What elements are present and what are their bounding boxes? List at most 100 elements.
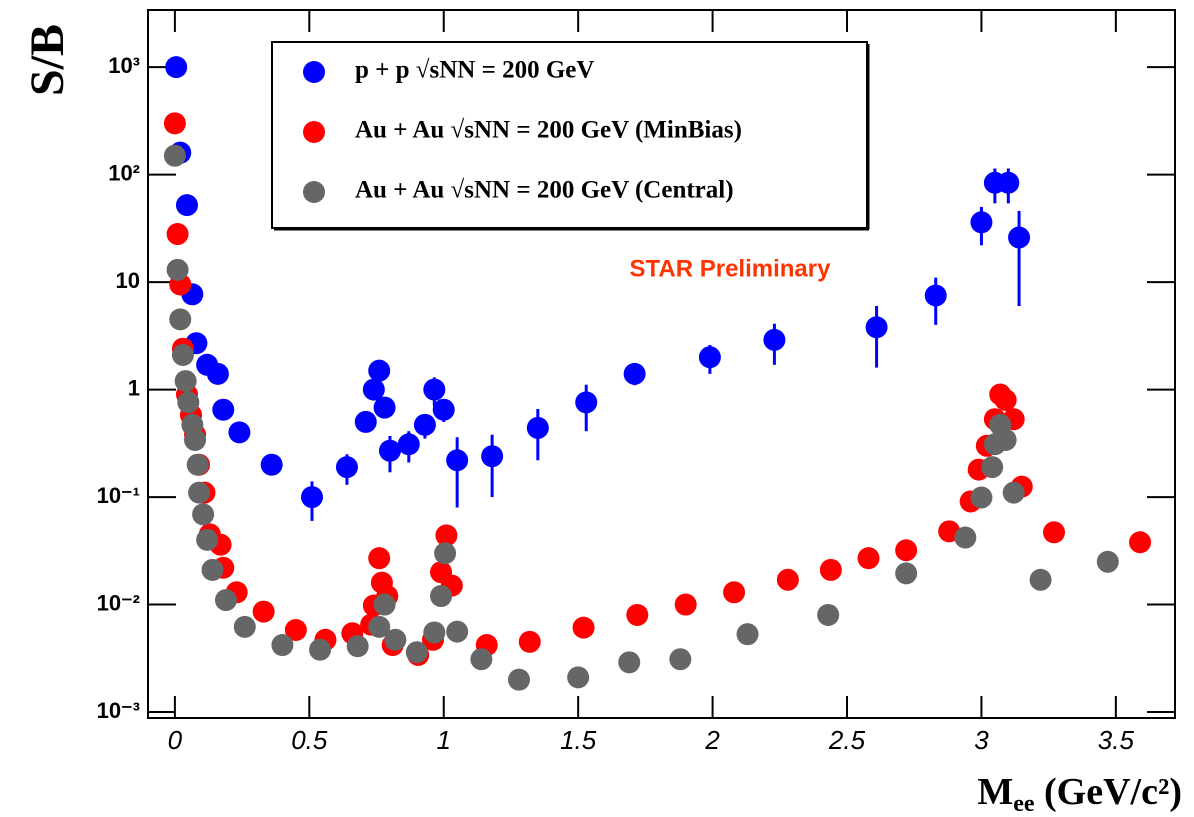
data-point [481, 445, 504, 468]
data-point [405, 641, 428, 664]
data-point [174, 370, 197, 393]
x-tick-label: 0.5 [291, 725, 328, 755]
x-tick-label: 1 [436, 725, 450, 755]
data-point [981, 456, 1004, 479]
data-point [723, 581, 746, 604]
data-point [1096, 550, 1119, 573]
data-point [518, 630, 541, 653]
data-point [346, 635, 369, 658]
data-point [434, 542, 457, 565]
data-point [1029, 568, 1052, 591]
data-point [169, 308, 192, 331]
y-tick-label: 10³ [108, 53, 140, 78]
data-point [567, 666, 590, 689]
data-point [817, 603, 840, 626]
legend-box [271, 41, 868, 229]
y-tick-label: 10⁻² [97, 590, 140, 615]
data-point [373, 593, 396, 616]
data-point [368, 615, 391, 638]
data-point [284, 618, 307, 641]
data-point [432, 398, 455, 421]
data-point [397, 433, 420, 456]
data-point [994, 428, 1017, 451]
data-point [196, 528, 219, 551]
data-point [446, 620, 469, 643]
x-tick-label: 2.5 [828, 725, 866, 755]
y-tick-label: 10⁻¹ [97, 483, 140, 508]
data-point [233, 615, 256, 638]
y-tick-label: 1 [128, 375, 140, 400]
x-label-part: M [977, 771, 1013, 813]
data-point [865, 316, 888, 339]
data-point [1043, 521, 1066, 544]
legend-marker [303, 121, 325, 143]
data-point [526, 416, 549, 439]
x-label-part: (GeV/c²) [1035, 771, 1183, 813]
data-point [1129, 531, 1152, 554]
data-point [994, 388, 1017, 411]
data-point [626, 603, 649, 626]
data-point [674, 593, 697, 616]
data-point [698, 346, 721, 369]
data-point [184, 428, 207, 451]
x-axis-label: Mee (GeV/c²) [977, 771, 1182, 817]
data-point [201, 558, 224, 581]
data-point [192, 503, 215, 526]
data-point [508, 668, 531, 691]
data-point [271, 634, 294, 657]
data-point [177, 391, 200, 414]
data-point [186, 453, 209, 476]
data-point [166, 258, 189, 281]
x-tick-label: 3 [974, 725, 989, 755]
data-point [575, 391, 598, 414]
data-point [970, 211, 993, 234]
data-point [354, 410, 377, 433]
legend-marker [303, 181, 325, 203]
data-point [776, 568, 799, 591]
x-label-sub: ee [1013, 791, 1035, 817]
data-point [435, 524, 458, 547]
data-point [175, 194, 198, 217]
data-point [206, 362, 229, 385]
data-point [163, 112, 186, 135]
data-point [165, 56, 188, 79]
data-point [163, 144, 186, 167]
data-point [763, 328, 786, 351]
data-point [623, 362, 646, 385]
data-point [378, 439, 401, 462]
data-point [572, 616, 595, 639]
y-tick-label: 10⁻³ [97, 698, 140, 723]
y-axis-label: S/B [21, 24, 74, 96]
data-point [171, 343, 194, 366]
data-point [373, 396, 396, 419]
data-point [1002, 481, 1025, 504]
legend-label: p + p √sNN = 200 GeV [355, 57, 594, 84]
data-point [166, 223, 189, 246]
data-point [970, 486, 993, 509]
legend-marker [303, 61, 325, 83]
data-point [188, 481, 211, 504]
data-point [997, 171, 1020, 194]
data-point [335, 456, 358, 479]
data-point [384, 628, 407, 651]
data-point [819, 558, 842, 581]
data-point [260, 453, 283, 476]
data-point [736, 623, 759, 646]
data-point [470, 648, 493, 671]
data-point [954, 526, 977, 549]
data-point [300, 486, 323, 509]
data-point [228, 421, 251, 444]
data-point [895, 562, 918, 585]
data-point [857, 547, 880, 570]
data-point [924, 284, 947, 307]
data-point [423, 621, 446, 644]
x-tick-label: 0 [168, 725, 183, 755]
data-point [368, 359, 391, 382]
data-point [252, 600, 275, 623]
x-tick-label: 1.5 [560, 725, 597, 755]
data-point [309, 638, 332, 661]
data-point [413, 413, 436, 436]
data-point [1008, 226, 1031, 249]
annotation: STAR Preliminary [630, 255, 832, 282]
